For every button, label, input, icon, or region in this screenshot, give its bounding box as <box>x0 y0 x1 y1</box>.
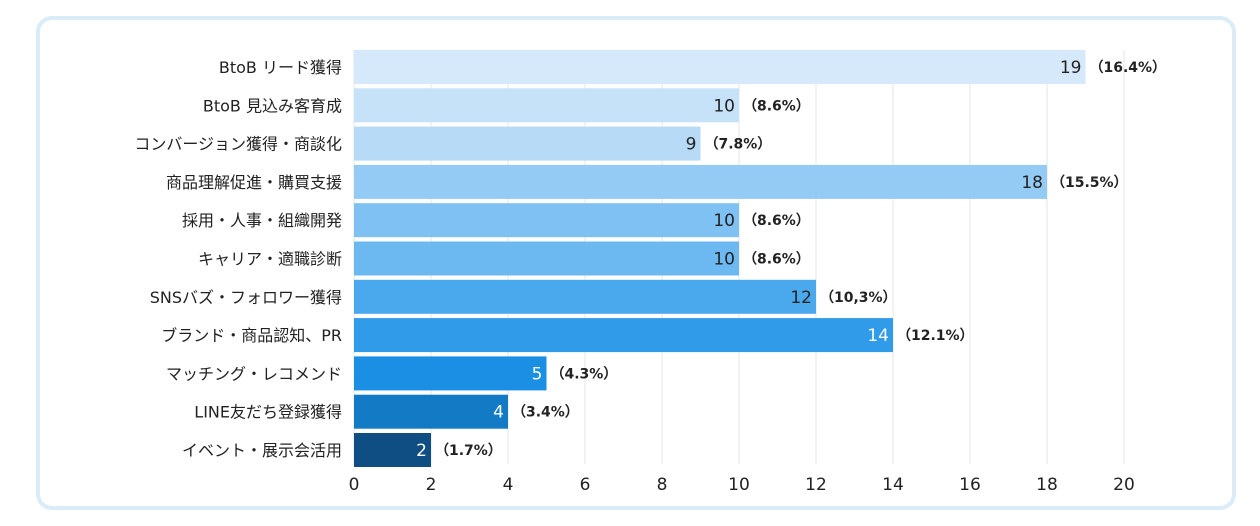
bar-percent-label: （12.1%） <box>897 328 974 344</box>
x-tick-label: 4 <box>503 475 514 495</box>
bar <box>354 164 1047 199</box>
x-tick-label: 10 <box>728 475 750 495</box>
bar <box>354 126 701 161</box>
bar <box>354 433 431 467</box>
bar-percent-label: （8.6%） <box>743 252 810 268</box>
category-label: ブランド・商品認知、PR <box>161 326 342 345</box>
bar-percent-label: （16.4%） <box>1090 60 1167 76</box>
bar-value-label: 12 <box>790 288 812 308</box>
bars: 19 （16.4%） 10 （8.6%） 9 （7.8%） 18 （15.5%） 10 （8.6%… <box>354 50 1166 467</box>
category-label: イベント・展示会活用 <box>182 441 342 460</box>
bar-value-label: 9 <box>686 135 697 155</box>
category-label: 採用・人事・組織開発 <box>182 211 342 230</box>
category-labels: BtoB リード獲得 BtoB 見込み客育成コンバージョン獲得・商談化商品理解促進… <box>134 58 342 460</box>
bar-percent-label: （1.7%） <box>435 443 502 459</box>
bar-percent-label: （4.3%） <box>551 366 618 382</box>
bar-value-label: 5 <box>532 364 543 384</box>
bar-value-label: 4 <box>493 403 504 423</box>
chart-card: 19 （16.4%） 10 （8.6%） 9 （7.8%） 18 （15.5%） 10 （8.6%… <box>36 16 1236 510</box>
bar <box>354 50 1086 84</box>
bar <box>354 241 739 276</box>
bar-value-label: 2 <box>416 441 427 461</box>
bar-value-label: 10 <box>713 211 735 231</box>
bar-value-label: 19 <box>1060 58 1082 78</box>
bar-percent-label: （15.5%） <box>1051 175 1128 191</box>
x-tick-label: 6 <box>580 475 591 495</box>
category-label: BtoB 見込み客育成 <box>203 96 342 115</box>
x-tick-label: 12 <box>805 475 827 495</box>
bar <box>354 203 739 238</box>
category-label: LINE友だち登録獲得 <box>194 403 342 422</box>
category-label: BtoB リード獲得 <box>219 58 342 77</box>
bar <box>354 88 739 123</box>
bar-percent-label: （8.6%） <box>743 98 810 114</box>
bar <box>354 279 816 314</box>
bar-value-label: 10 <box>713 96 735 116</box>
x-tick-label: 16 <box>959 475 981 495</box>
x-tick-label: 8 <box>657 475 668 495</box>
category-label: 商品理解促進・購買支援 <box>166 173 342 192</box>
x-axis-tick-labels: 0 2 4 6 8 10 12 14 16 18 20 <box>349 475 1135 495</box>
category-label: コンバージョン獲得・商談化 <box>134 135 342 154</box>
bar <box>354 356 547 391</box>
x-tick-label: 2 <box>426 475 437 495</box>
bar <box>354 318 893 353</box>
bar-percent-label: （8.6%） <box>743 213 810 229</box>
bar-percent-label: （7.8%） <box>705 137 772 153</box>
x-tick-label: 20 <box>1113 475 1135 495</box>
x-tick-label: 18 <box>1036 475 1058 495</box>
bar-chart: 19 （16.4%） 10 （8.6%） 9 （7.8%） 18 （15.5%） 10 （8.6%… <box>134 50 1166 495</box>
bar-percent-label: （3.4%） <box>512 405 579 421</box>
category-label: キャリア・適職診断 <box>198 250 342 269</box>
bar-value-label: 14 <box>867 326 889 346</box>
bar <box>354 394 508 429</box>
x-tick-label: 14 <box>882 475 904 495</box>
category-label: マッチング・レコメンド <box>166 364 342 383</box>
bar-value-label: 18 <box>1021 173 1043 193</box>
bar-value-label: 10 <box>713 250 735 270</box>
x-tick-label: 0 <box>349 475 360 495</box>
category-label: SNSバズ・フォロワー獲得 <box>150 288 342 307</box>
bar-percent-label: （10,3%） <box>820 290 897 306</box>
